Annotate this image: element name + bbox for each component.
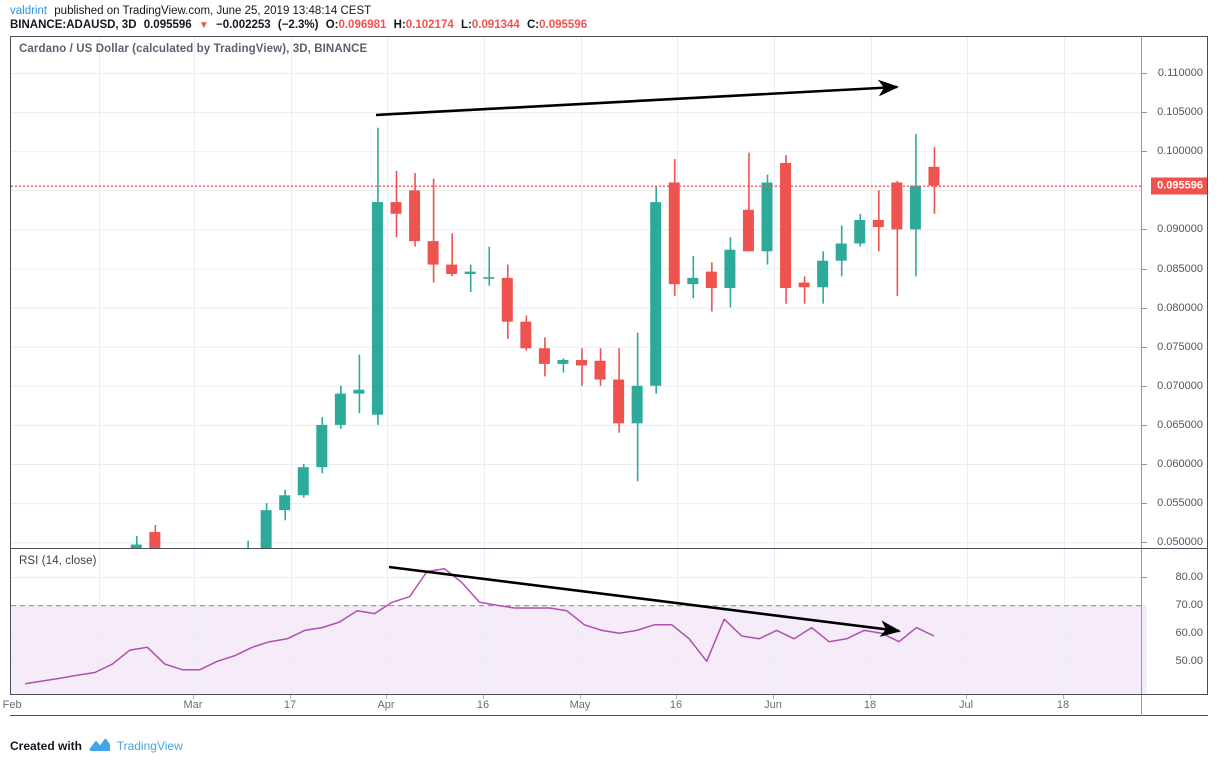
time-tick-label: 18 xyxy=(1056,699,1070,711)
time-tick-label: 18 xyxy=(863,699,877,711)
rsi-pane[interactable]: RSI (14, close) xyxy=(10,548,1141,694)
time-tick xyxy=(290,695,291,699)
publish-text: published on TradingView.com, June 25, 2… xyxy=(54,5,372,17)
price-tick xyxy=(1142,268,1147,270)
symbol-quote-line: BINANCE:ADAUSD, 3D 0.095596 ▼ −0.002253 … xyxy=(10,18,1219,33)
high-label: H: xyxy=(393,19,406,31)
price-tick-label: 0.055000 xyxy=(1157,497,1203,510)
price-tick-label: 0.065000 xyxy=(1157,418,1203,431)
price-pane-legend: Cardano / US Dollar (calculated by Tradi… xyxy=(19,43,368,55)
time-tick-label: Apr xyxy=(377,699,395,711)
time-tick xyxy=(580,695,581,699)
open-label: O: xyxy=(325,19,339,31)
time-tick-label: 17 xyxy=(283,699,297,711)
time-tick xyxy=(966,695,967,699)
price-tick xyxy=(1142,151,1147,153)
footer: Created with TradingView xyxy=(10,738,183,758)
time-scale[interactable]: Feb Mar 17 Apr 16 May 16 Jun 18 Jul 18 xyxy=(3,694,1208,716)
time-tick xyxy=(773,695,774,699)
price-scale[interactable]: 0.110000 0.105000 0.100000 0.090000 0.085000… xyxy=(1141,36,1208,548)
tradingview-brand: TradingView xyxy=(116,738,183,753)
tradingview-logo-icon xyxy=(89,738,111,753)
price-tick xyxy=(1142,503,1147,505)
current-price-badge[interactable]: 0.095596 xyxy=(1151,177,1207,195)
created-with-label: Created with xyxy=(10,738,83,753)
time-tick xyxy=(483,695,484,699)
price-tick xyxy=(1142,73,1147,74)
time-tick-label: Mar xyxy=(183,699,203,711)
price-tick xyxy=(1142,112,1147,114)
chart-frame: Cardano / US Dollar (calculated by Tradi… xyxy=(3,36,1208,716)
time-scale-separator xyxy=(1141,695,1142,716)
publish-info: valdrint published on TradingView.com, J… xyxy=(10,4,1219,18)
price-tick-label: 0.050000 xyxy=(1157,536,1203,549)
price-tick-label: 0.105000 xyxy=(1157,106,1203,119)
time-tick xyxy=(193,695,194,699)
price-tick xyxy=(1142,385,1147,387)
price-tick-label: 0.100000 xyxy=(1157,145,1203,158)
price-tick xyxy=(1142,307,1147,309)
price-tick xyxy=(1142,464,1147,465)
time-tick-label: 16 xyxy=(669,699,683,711)
price-tick xyxy=(1142,542,1147,544)
price-tick-label: 0.085000 xyxy=(1157,262,1203,275)
time-tick xyxy=(386,695,387,699)
price-tick xyxy=(1142,346,1147,348)
rsi-scale[interactable]: 80.00 70.00 60.00 50.00 xyxy=(1141,548,1208,695)
rsi-tick-label: 70.00 xyxy=(1175,599,1203,612)
low-label: L: xyxy=(460,19,472,31)
close-label: C: xyxy=(526,19,540,31)
rsi-plot[interactable] xyxy=(11,549,1141,694)
rsi-tick xyxy=(1142,577,1147,579)
rsi-tick-label: 80.00 xyxy=(1175,571,1203,584)
low-value: 0.091344 xyxy=(471,19,520,31)
time-tick-label: Jul xyxy=(958,699,974,711)
open-value: 0.096981 xyxy=(338,19,387,31)
rsi-tick-label: 50.00 xyxy=(1175,655,1203,668)
change-absolute: −0.002253 xyxy=(216,19,271,31)
rsi-band-edge xyxy=(1142,605,1147,695)
chart-header: valdrint published on TradingView.com, J… xyxy=(0,0,1219,34)
high-value: 0.102174 xyxy=(405,19,454,31)
price-tick-label: 0.075000 xyxy=(1157,340,1203,353)
price-tick-label: 0.090000 xyxy=(1157,223,1203,236)
change-percent: (−2.3%) xyxy=(277,19,319,31)
last-price: 0.095596 xyxy=(143,19,192,31)
time-tick xyxy=(676,695,677,699)
time-tick-label: 16 xyxy=(476,699,490,711)
price-tick-label: 0.060000 xyxy=(1157,458,1203,470)
price-tick-label: 0.110000 xyxy=(1157,67,1203,79)
time-tick xyxy=(1063,695,1064,699)
down-triangle-icon: ▼ xyxy=(198,20,209,31)
rsi-pane-legend: RSI (14, close) xyxy=(19,555,97,567)
author-link[interactable]: valdrint xyxy=(10,5,48,17)
price-tick xyxy=(1142,229,1147,231)
time-tick-label: May xyxy=(569,699,591,711)
price-tick-label: 0.080000 xyxy=(1157,301,1203,314)
price-tick xyxy=(1142,424,1147,426)
time-tick-label: Jun xyxy=(764,699,782,711)
time-tick xyxy=(870,695,871,699)
symbol-label[interactable]: BINANCE:ADAUSD, 3D xyxy=(10,19,137,31)
close-value: 0.095596 xyxy=(539,19,588,31)
time-tick-label: Feb xyxy=(2,699,22,711)
price-pane[interactable]: Cardano / US Dollar (calculated by Tradi… xyxy=(10,36,1141,548)
price-tick-label: 0.070000 xyxy=(1157,379,1203,392)
price-plot[interactable] xyxy=(11,37,1141,548)
rsi-tick-label: 60.00 xyxy=(1175,627,1203,640)
